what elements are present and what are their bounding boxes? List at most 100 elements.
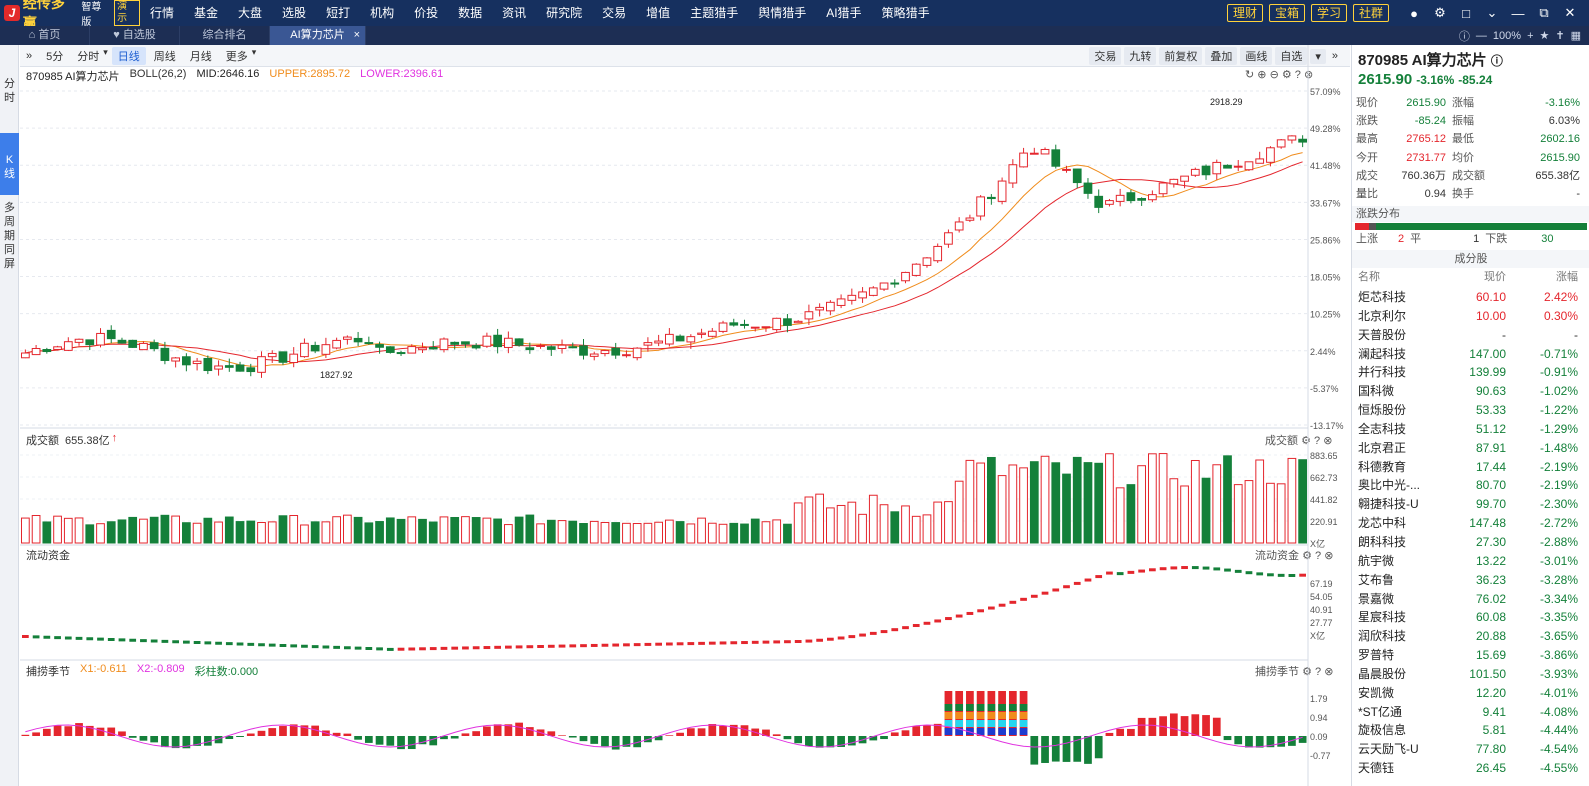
tab-home[interactable]: ⌂ 首页 bbox=[0, 26, 90, 45]
list-item[interactable]: 科德教育 17.44 -2.19% bbox=[1352, 458, 1589, 477]
gear-icon[interactable]: ⚙ bbox=[1434, 5, 1446, 20]
list-item[interactable]: 炬芯科技 60.10 2.42% bbox=[1352, 288, 1589, 307]
nav-item[interactable]: 交易 bbox=[602, 6, 627, 20]
nav-item[interactable]: 舆情猎手 bbox=[758, 6, 807, 20]
list-item[interactable]: 云天励飞-U 77.80 -4.54% bbox=[1352, 740, 1589, 759]
list-item[interactable]: 并行科技 139.99 -0.91% bbox=[1352, 363, 1589, 382]
close-icon[interactable]: ✕ bbox=[1564, 5, 1576, 20]
chevron-down-icon[interactable]: ⌄ bbox=[1486, 5, 1498, 20]
list-item[interactable]: 安凯微 12.20 -4.01% bbox=[1352, 684, 1589, 703]
settings-icon[interactable]: ⚙ bbox=[1301, 435, 1311, 447]
pin-icon[interactable]: ✝ bbox=[1555, 30, 1565, 42]
tab-watchlist[interactable]: ♥ 自选股 bbox=[90, 26, 180, 45]
double-chevron-right-icon[interactable]: » bbox=[26, 49, 33, 62]
col-name[interactable]: 名称 bbox=[1358, 271, 1380, 283]
list-item[interactable]: 星宸科技 60.08 -3.35% bbox=[1352, 608, 1589, 627]
nav-item[interactable]: 大盘 bbox=[238, 6, 263, 20]
nav-item[interactable]: 行情 bbox=[150, 6, 175, 20]
toolbar-5[interactable]: 更多 bbox=[225, 50, 248, 63]
strip-kline[interactable]: K线 bbox=[0, 133, 19, 195]
double-chevron-right-icon[interactable]: » bbox=[1331, 50, 1338, 62]
header-button[interactable]: 社群 bbox=[1352, 4, 1389, 22]
toolbar-right-0[interactable]: 交易 bbox=[1089, 47, 1122, 65]
list-item[interactable]: 全志科技 51.12 -1.29% bbox=[1352, 420, 1589, 439]
list-item[interactable]: 国科微 90.63 -1.02% bbox=[1352, 382, 1589, 401]
nav-item[interactable]: 策略猎手 bbox=[881, 6, 930, 20]
list-item[interactable]: 北京利尔 10.00 0.30% bbox=[1352, 307, 1589, 326]
more-icon[interactable]: ▾ bbox=[1310, 48, 1326, 64]
list-item[interactable]: 龙芯中科 147.48 -2.72% bbox=[1352, 514, 1589, 533]
list-item[interactable]: 恒烁股份 53.33 -1.22% bbox=[1352, 401, 1589, 420]
nav-item[interactable]: 增值 bbox=[646, 6, 671, 20]
col-price[interactable]: 现价 bbox=[1484, 271, 1506, 283]
list-item[interactable]: *ST亿通 9.41 -4.08% bbox=[1352, 703, 1589, 722]
nav-item[interactable]: 机构 bbox=[370, 6, 395, 20]
strip-multi-period[interactable]: 多周期同屏 bbox=[0, 195, 19, 285]
list-item[interactable]: 景嘉微 76.02 -3.34% bbox=[1352, 590, 1589, 609]
settings-icon[interactable]: ⚙ bbox=[1281, 69, 1292, 81]
minus-icon[interactable]: ⊖ bbox=[1269, 69, 1279, 81]
nav-item[interactable]: 选股 bbox=[282, 6, 307, 20]
tab-ranking[interactable]: 综合排名 bbox=[180, 26, 270, 45]
toolbar-right-1[interactable]: 九转 bbox=[1124, 47, 1157, 65]
close-panel-icon[interactable]: ⊗ bbox=[1303, 69, 1314, 81]
help-icon[interactable]: ? bbox=[1315, 550, 1322, 562]
toolbar-4[interactable]: 月线 bbox=[189, 50, 212, 63]
nav-item[interactable]: 价投 bbox=[414, 6, 439, 20]
help-icon[interactable]: ? bbox=[1315, 666, 1322, 678]
toolbar-right-2[interactable]: 前复权 bbox=[1159, 47, 1203, 65]
list-item[interactable]: 晶晨股份 101.50 -3.93% bbox=[1352, 665, 1589, 684]
info-icon[interactable]: ⓘ bbox=[1490, 54, 1503, 68]
close-tab-icon[interactable]: × bbox=[353, 29, 360, 41]
zoom-in-icon[interactable]: + bbox=[1527, 29, 1534, 42]
list-item[interactable]: 罗普特 15.69 -3.86% bbox=[1352, 646, 1589, 665]
close-panel-icon[interactable]: ⊗ bbox=[1323, 435, 1333, 447]
list-item[interactable]: 翱捷科技-U 99.70 -2.30% bbox=[1352, 495, 1589, 514]
nav-item[interactable]: 资讯 bbox=[502, 6, 527, 20]
star-icon[interactable]: ★ bbox=[1539, 30, 1550, 42]
nav-item[interactable]: 研究院 bbox=[546, 6, 583, 20]
toolbar-right-5[interactable]: 自选 bbox=[1275, 47, 1308, 65]
list-item[interactable]: 朗科科技 27.30 -2.88% bbox=[1352, 533, 1589, 552]
user-icon[interactable]: ● bbox=[1410, 5, 1418, 21]
col-change[interactable]: 涨幅 bbox=[1556, 271, 1578, 283]
close-panel-icon[interactable]: ⊗ bbox=[1324, 666, 1334, 678]
restore-icon[interactable]: ⧉ bbox=[1539, 5, 1549, 20]
indicator-select[interactable]: BOLL(26,2) bbox=[129, 68, 187, 80]
list-item[interactable]: 旋极信息 5.81 -4.44% bbox=[1352, 721, 1589, 740]
nav-item[interactable]: 数据 bbox=[458, 6, 483, 20]
nav-item[interactable]: AI猎手 bbox=[826, 6, 862, 20]
header-button[interactable]: 宝箱 bbox=[1268, 4, 1305, 22]
settings-icon[interactable]: ⚙ bbox=[1302, 666, 1312, 678]
settings-icon[interactable]: ⚙ bbox=[1302, 550, 1312, 562]
nav-item[interactable]: 基金 bbox=[194, 6, 219, 20]
info-icon[interactable]: ⓘ bbox=[1458, 30, 1470, 43]
toolbar-3[interactable]: 周线 bbox=[153, 50, 176, 63]
header-button[interactable]: 学习 bbox=[1310, 4, 1347, 22]
chart-area[interactable]: 57.09% 49.28% 41.48% 33.67% 25.86% 18.05% 10.2… bbox=[20, 45, 1350, 786]
minimize-icon[interactable]: — bbox=[1511, 5, 1525, 21]
toolbar-2[interactable]: 日线 bbox=[111, 46, 146, 65]
list-item[interactable]: 艾布鲁 36.23 -3.28% bbox=[1352, 571, 1589, 590]
header-button[interactable]: 理财 bbox=[1226, 4, 1263, 22]
close-panel-icon[interactable]: ⊗ bbox=[1324, 550, 1334, 562]
list-item[interactable]: 天普股份 - - bbox=[1352, 326, 1589, 345]
tab-ai-chip[interactable]: AI算力芯片 × bbox=[270, 26, 366, 45]
list-item[interactable]: 澜起科技 147.00 -0.71% bbox=[1352, 345, 1589, 364]
list-item[interactable]: 北京君正 87.91 -1.48% bbox=[1352, 439, 1589, 458]
list-item[interactable]: 航宇微 13.22 -3.01% bbox=[1352, 552, 1589, 571]
refresh-icon[interactable]: ↻ bbox=[1245, 69, 1255, 81]
nav-item[interactable]: 短打 bbox=[326, 6, 351, 20]
add-icon[interactable]: ⊕ bbox=[1257, 69, 1267, 81]
list-item[interactable]: 天德钰 26.45 -4.55% bbox=[1352, 759, 1589, 778]
toolbar-1[interactable]: 分时 bbox=[77, 50, 100, 63]
nav-item[interactable]: 主题猎手 bbox=[690, 6, 739, 20]
zoom-out-icon[interactable]: — bbox=[1475, 29, 1487, 42]
help-icon[interactable]: ? bbox=[1294, 69, 1301, 81]
strip-intraday[interactable]: 分时 bbox=[0, 73, 19, 133]
list-item[interactable]: 润欣科技 20.88 -3.65% bbox=[1352, 627, 1589, 646]
toolbar-0[interactable]: 5分 bbox=[46, 50, 64, 63]
toolbar-right-4[interactable]: 画线 bbox=[1240, 47, 1273, 65]
window-icon[interactable]: □ bbox=[1462, 5, 1470, 21]
help-icon[interactable]: ? bbox=[1314, 435, 1321, 447]
